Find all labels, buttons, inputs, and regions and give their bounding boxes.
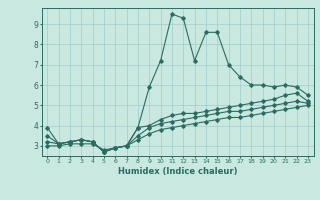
X-axis label: Humidex (Indice chaleur): Humidex (Indice chaleur) (118, 167, 237, 176)
